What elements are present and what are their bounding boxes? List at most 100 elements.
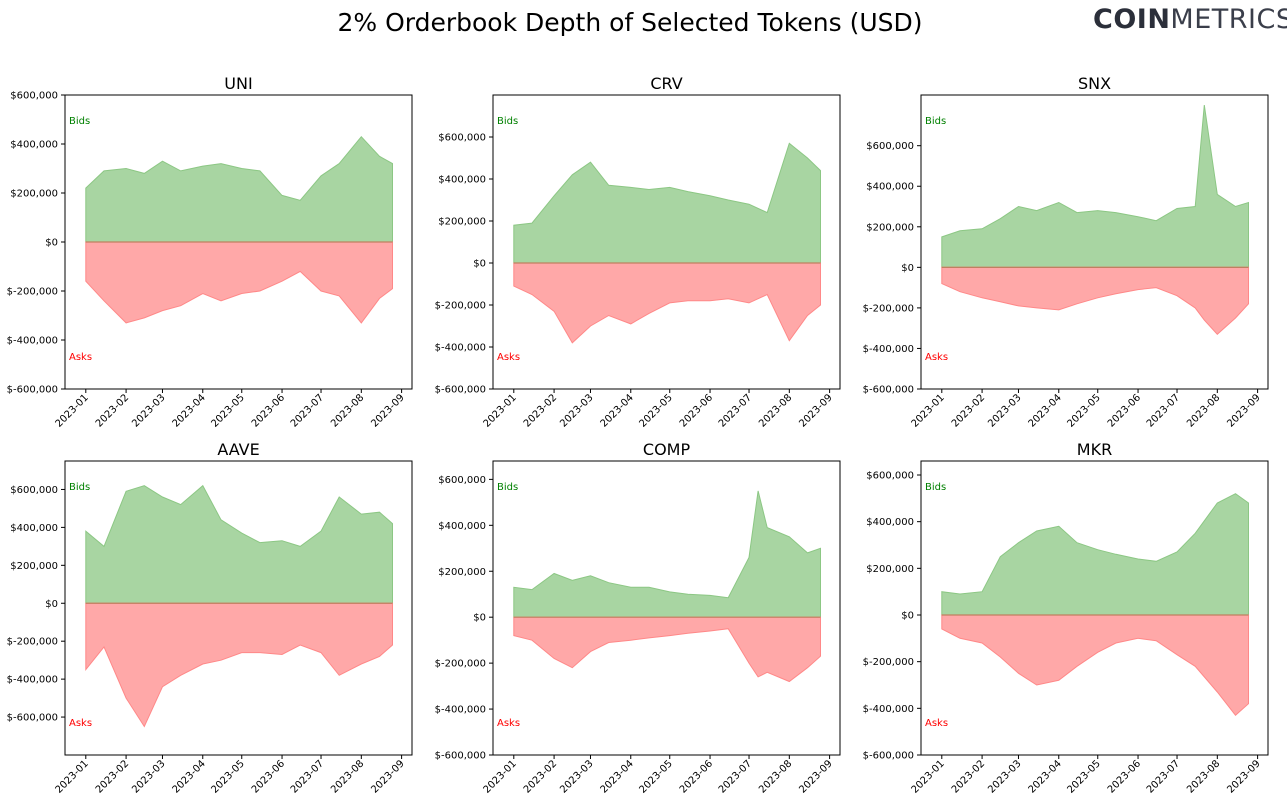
y-tick-label: $-600,000 — [863, 751, 914, 762]
x-tick-label: 2023-03 — [130, 758, 167, 795]
x-tick-label: 2023-01 — [482, 392, 519, 429]
bids-area — [941, 105, 1249, 268]
panel-title: SNX — [1078, 74, 1111, 93]
x-tick-label: 2023-08 — [1185, 392, 1222, 429]
y-tick-label: $-600,000 — [435, 385, 486, 396]
x-tick-label: 2023-01 — [54, 758, 91, 795]
x-tick-label: 2023-01 — [910, 758, 947, 795]
x-tick-label: 2023-05 — [210, 758, 247, 795]
y-tick-label: $-600,000 — [435, 751, 486, 762]
x-tick-label: 2023-06 — [678, 392, 715, 429]
asks-area — [513, 262, 821, 344]
y-tick-label: $200,000 — [438, 217, 486, 228]
bids-area — [85, 484, 393, 604]
bids-label: Bids — [497, 116, 518, 127]
panel-title: MKR — [1077, 440, 1112, 459]
x-tick-label: 2023-04 — [1027, 758, 1064, 795]
plot-frame — [492, 460, 841, 756]
asks-label: Asks — [69, 352, 92, 363]
x-tick-label: 2023-07 — [717, 758, 754, 795]
bids-label: Bids — [69, 116, 90, 127]
y-tick-label: $600,000 — [438, 475, 486, 486]
y-tick-label: $400,000 — [438, 521, 486, 532]
bids-label: Bids — [69, 482, 90, 493]
y-tick-label: $0 — [473, 613, 486, 624]
x-tick-label: 2023-06 — [1106, 392, 1143, 429]
y-tick-label: $-200,000 — [435, 659, 486, 670]
x-tick-label: 2023-07 — [717, 392, 754, 429]
asks-label: Asks — [925, 352, 948, 363]
x-tick-label: 2023-08 — [757, 758, 794, 795]
chart-title: 2% Orderbook Depth of Selected Tokens (U… — [337, 8, 923, 37]
asks-label: Asks — [497, 352, 520, 363]
y-tick-label: $-400,000 — [863, 344, 914, 355]
x-tick-label: 2023-06 — [1106, 758, 1143, 795]
y-tick-label: $600,000 — [10, 485, 58, 496]
x-tick-label: 2023-02 — [950, 758, 987, 795]
x-tick-label: 2023-09 — [369, 392, 406, 429]
x-tick-label: 2023-07 — [289, 758, 326, 795]
asks-area — [513, 616, 821, 683]
x-tick-label: 2023-09 — [797, 758, 834, 795]
y-tick-label: $600,000 — [866, 141, 914, 152]
asks-label: Asks — [69, 718, 92, 729]
asks-area — [941, 266, 1249, 336]
x-tick-label: 2023-02 — [94, 392, 131, 429]
x-tick-label: 2023-07 — [1145, 392, 1182, 429]
y-tick-label: $200,000 — [866, 222, 914, 233]
x-tick-label: 2023-01 — [54, 392, 91, 429]
bids-area — [941, 493, 1249, 616]
x-tick-label: 2023-04 — [171, 392, 208, 429]
asks-area — [85, 241, 393, 324]
y-tick-label: $-400,000 — [435, 705, 486, 716]
x-tick-label: 2023-01 — [482, 758, 519, 795]
x-tick-label: 2023-03 — [558, 392, 595, 429]
y-tick-label: $-200,000 — [863, 657, 914, 668]
asks-label: Asks — [497, 718, 520, 729]
y-tick-label: $600,000 — [866, 471, 914, 482]
y-tick-label: $-400,000 — [863, 704, 914, 715]
logo-thin-text: METRICS — [1170, 4, 1287, 35]
x-tick-label: 2023-07 — [1145, 758, 1182, 795]
y-tick-label: $-600,000 — [7, 713, 58, 724]
y-tick-label: $-200,000 — [7, 287, 58, 298]
y-tick-label: $-200,000 — [863, 303, 914, 314]
panel-title: COMP — [643, 440, 691, 459]
x-tick-label: 2023-02 — [522, 758, 559, 795]
x-tick-label: 2023-04 — [599, 758, 636, 795]
plot-frame — [920, 94, 1269, 390]
y-tick-label: $0 — [473, 259, 486, 270]
x-tick-label: 2023-06 — [250, 758, 287, 795]
x-tick-label: 2023-02 — [94, 758, 131, 795]
coinmetrics-logo: COINMETRICS — [1093, 4, 1287, 35]
x-tick-label: 2023-08 — [329, 392, 366, 429]
bids-label: Bids — [925, 482, 946, 493]
x-tick-label: 2023-09 — [1225, 392, 1262, 429]
x-tick-label: 2023-05 — [638, 392, 675, 429]
panel-comp: COMP $-600,000 $-400,000 $-200,000 $0 $200,00… — [435, 440, 841, 796]
y-tick-label: $-600,000 — [7, 385, 58, 396]
panel-crv: CRV $-600,000 $-400,000 $-200,000 $0 $200,000… — [435, 74, 841, 430]
y-tick-label: $400,000 — [438, 175, 486, 186]
y-tick-label: $-600,000 — [863, 385, 914, 396]
y-tick-label: $600,000 — [10, 91, 58, 102]
x-tick-label: 2023-05 — [1066, 392, 1103, 429]
x-tick-label: 2023-03 — [986, 758, 1023, 795]
y-tick-label: $0 — [901, 263, 914, 274]
y-tick-label: $200,000 — [438, 567, 486, 578]
panel-uni: UNI $-600,000 $-400,000 $-200,000 $0 $200,000… — [7, 74, 413, 430]
plot-frame — [920, 460, 1269, 756]
bids-area — [513, 142, 821, 264]
plot-frame — [492, 94, 841, 390]
bids-area — [85, 135, 393, 243]
x-tick-label: 2023-08 — [757, 392, 794, 429]
y-tick-label: $200,000 — [10, 189, 58, 200]
y-tick-label: $200,000 — [866, 564, 914, 575]
y-tick-label: $400,000 — [10, 523, 58, 534]
y-tick-label: $-400,000 — [7, 675, 58, 686]
y-tick-label: $400,000 — [866, 517, 914, 528]
y-tick-label: $0 — [45, 238, 58, 249]
panel-snx: SNX $-600,000 $-400,000 $-200,000 $0 $200,000… — [863, 74, 1269, 430]
y-tick-label: $400,000 — [10, 140, 58, 151]
